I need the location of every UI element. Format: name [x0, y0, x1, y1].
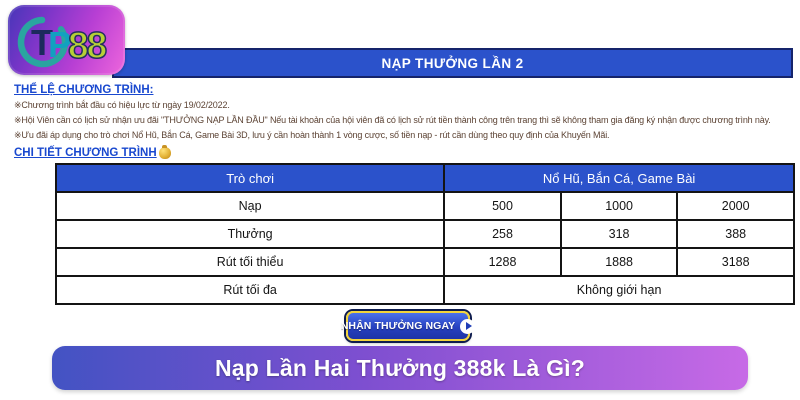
row-label: Rút tối thiểu [54, 247, 446, 277]
article-title-banner: Nạp Lần Hai Thưởng 388k Là Gì? [52, 346, 748, 390]
row-label: Thưởng [54, 219, 446, 249]
cell-value: 3188 [676, 247, 795, 277]
table-row: Rút tối thiểu 1288 1888 3188 [54, 247, 795, 277]
rule-item: ※Chương trình bắt đầu có hiệu lực từ ngà… [14, 100, 230, 110]
cell-value: 258 [443, 219, 562, 249]
rule-item: ※Hội Viên cần có lịch sử nhận ưu đãi "TH… [14, 115, 771, 125]
table-header-game: Trò chơi [54, 163, 446, 193]
program-details-label: CHI TIẾT CHƯƠNG TRÌNH [14, 147, 157, 159]
claim-bonus-button[interactable]: NHẬN THƯỞNG NGAY [341, 311, 476, 341]
logo-letter-t: T [31, 22, 53, 63]
promo-table: Trò chơi Nổ Hũ, Bắn Cá, Game Bài Nạp 500… [54, 163, 795, 305]
cell-value: 1888 [559, 247, 679, 277]
money-bag-icon [158, 145, 171, 159]
logo-swoosh-circle [17, 16, 69, 68]
tp88-logo[interactable]: T P 88 [8, 5, 125, 75]
section-title: NẠP THƯỞNG LẦN 2 [381, 55, 524, 71]
row-label: Rút tối đa [54, 275, 446, 305]
table-row: Thưởng 258 318 388 [54, 219, 795, 249]
cell-value: 1288 [443, 247, 562, 277]
rule-item: ※Ưu đãi áp dụng cho trò chơi Nổ Hũ, Bắn … [14, 130, 610, 140]
table-header-games-list: Nổ Hũ, Bắn Cá, Game Bài [443, 163, 795, 193]
claim-bonus-label: NHẬN THƯỞNG NGAY [340, 320, 456, 332]
logo-number-88: 88 [68, 25, 107, 66]
rules-heading: THỂ LỆ CHƯƠNG TRÌNH: [14, 84, 154, 96]
cell-value: 2000 [676, 191, 795, 221]
cell-value: 1000 [559, 191, 679, 221]
cell-value: 500 [443, 191, 562, 221]
cell-value-span: Không giới hạn [443, 275, 795, 305]
table-row: Rút tối đa Không giới hạn [54, 275, 795, 305]
section-header-bar: NẠP THƯỞNG LẦN 2 [112, 48, 793, 78]
cell-value: 388 [676, 219, 795, 249]
program-details-link[interactable]: CHI TIẾT CHƯƠNG TRÌNH [14, 145, 171, 161]
table-header-row: Trò chơi Nổ Hũ, Bắn Cá, Game Bài [54, 163, 795, 193]
tp88-logo-graphic: T P 88 [17, 16, 109, 68]
article-title: Nạp Lần Hai Thưởng 388k Là Gì? [214, 354, 585, 381]
cell-value: 318 [559, 219, 679, 249]
row-label: Nạp [54, 191, 446, 221]
play-icon [460, 318, 476, 334]
table-row: Nạp 500 1000 2000 [54, 191, 795, 221]
logo-letter-p: P [48, 24, 72, 65]
rules-section: THỂ LỆ CHƯƠNG TRÌNH: ※Chương trình bắt đ… [14, 83, 796, 161]
